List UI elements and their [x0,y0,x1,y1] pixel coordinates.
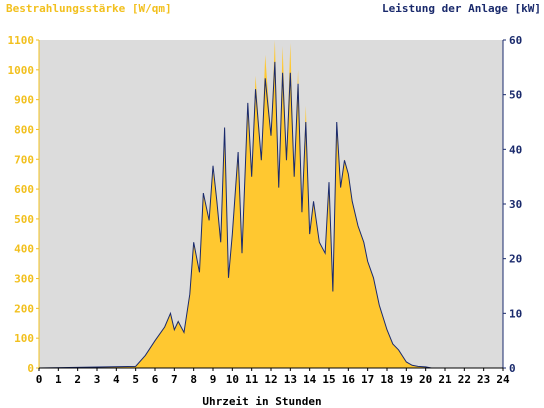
right-tick-label: 30 [509,198,522,211]
x-tick-label: 12 [264,373,277,386]
x-tick-label: 16 [342,373,356,386]
x-tick-label: 0 [36,373,43,386]
right-tick-label: 0 [509,362,516,375]
series-layer [38,40,503,369]
left-tick-label: 600 [14,183,34,196]
left-tick-label: 700 [14,153,34,166]
x-tick-label: 9 [210,373,217,386]
x-tick-label: 3 [94,373,101,386]
x-tick-label: 24 [496,373,510,386]
x-tick-label: 8 [190,373,197,386]
x-tick-label: 6 [152,373,159,386]
left-tick-label: 500 [14,213,34,226]
x-tick-label: 4 [113,373,120,386]
left-tick-label: 900 [14,94,34,107]
power-line-series [38,61,503,369]
left-tick-label: 800 [14,123,34,136]
right-tick-label: 40 [509,143,522,156]
x-tick-label: 7 [171,373,178,386]
right-tick-label: 20 [509,253,522,266]
x-tick-label: 14 [303,373,317,386]
x-tick-label: 11 [245,373,259,386]
left-tick-label: 200 [14,302,34,315]
right-axis-label: Leistung der Anlage [kW] [382,2,541,15]
right-tick-label: 50 [509,89,522,102]
x-tick-label: 18 [380,373,393,386]
x-tick-label: 17 [361,373,374,386]
left-axis-label: Bestrahlungsstärke [W/qm] [6,2,172,15]
x-tick-label: 15 [322,373,335,386]
x-tick-label: 13 [284,373,297,386]
x-tick-label: 2 [74,373,81,386]
axis-layer: 0100200300400500600700800900100011000102… [8,34,523,386]
x-tick-label: 20 [419,373,432,386]
x-axis-label: Uhrzeit in Stunden [202,395,321,408]
x-tick-label: 19 [400,373,413,386]
left-tick-label: 0 [27,362,34,375]
x-tick-label: 10 [226,373,239,386]
x-tick-label: 1 [55,373,62,386]
left-tick-label: 100 [14,332,34,345]
irradiance-area-series [39,40,503,368]
left-tick-label: 1000 [8,64,35,77]
x-tick-label: 21 [438,373,452,386]
x-tick-label: 23 [477,373,490,386]
right-tick-label: 10 [509,307,522,320]
x-tick-label: 22 [458,373,471,386]
x-tick-label: 5 [132,373,139,386]
left-tick-label: 300 [14,273,34,286]
left-tick-label: 400 [14,243,34,256]
left-tick-label: 1100 [8,34,35,47]
right-tick-label: 60 [509,34,522,47]
